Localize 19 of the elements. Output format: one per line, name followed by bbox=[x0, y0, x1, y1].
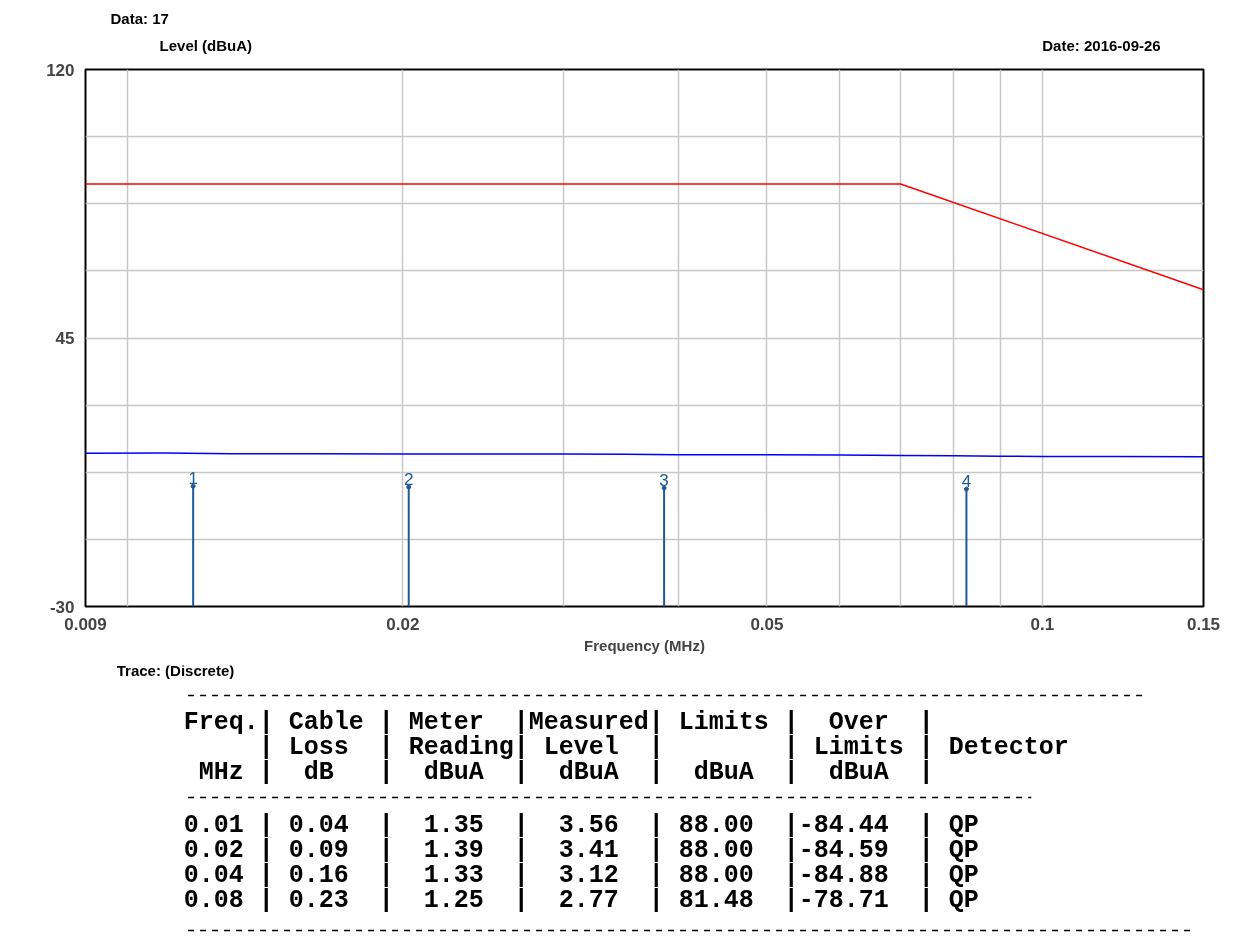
annotation: 3 bbox=[659, 471, 669, 490]
y-tick-label: -30 bbox=[49, 597, 75, 617]
x-tick-label: 0.02 bbox=[386, 614, 420, 634]
x-tick-label: 0.15 bbox=[1186, 614, 1221, 634]
y-axis-title: Level (dBuA) bbox=[159, 37, 253, 54]
annotation: 1 bbox=[188, 469, 198, 489]
text: Trace: (Discrete) bbox=[116, 662, 235, 679]
x-tick-label: 0.1 bbox=[1030, 614, 1055, 634]
text: 0.08 | 0.23 | 1.25 | 2.77 | 81.48 |-78.71 | QP bbox=[183, 886, 979, 915]
y-tick-label: 45 bbox=[55, 329, 75, 348]
annotation: 2 bbox=[404, 469, 414, 489]
x-axis-title: Frequency (MHz) bbox=[584, 636, 705, 654]
text: MHz | dB | dBuA | dBuA | dBuA | dBuA | bbox=[183, 758, 934, 787]
chart-title: Data: 17 bbox=[110, 10, 169, 27]
y-tick-label: 120 bbox=[46, 60, 75, 80]
x-tick-label: 0.05 bbox=[750, 614, 784, 634]
text: Date: 2016-09-26 bbox=[1042, 37, 1161, 54]
annotation: 4 bbox=[961, 472, 972, 492]
x-tick-label: 0.009 bbox=[64, 614, 107, 634]
